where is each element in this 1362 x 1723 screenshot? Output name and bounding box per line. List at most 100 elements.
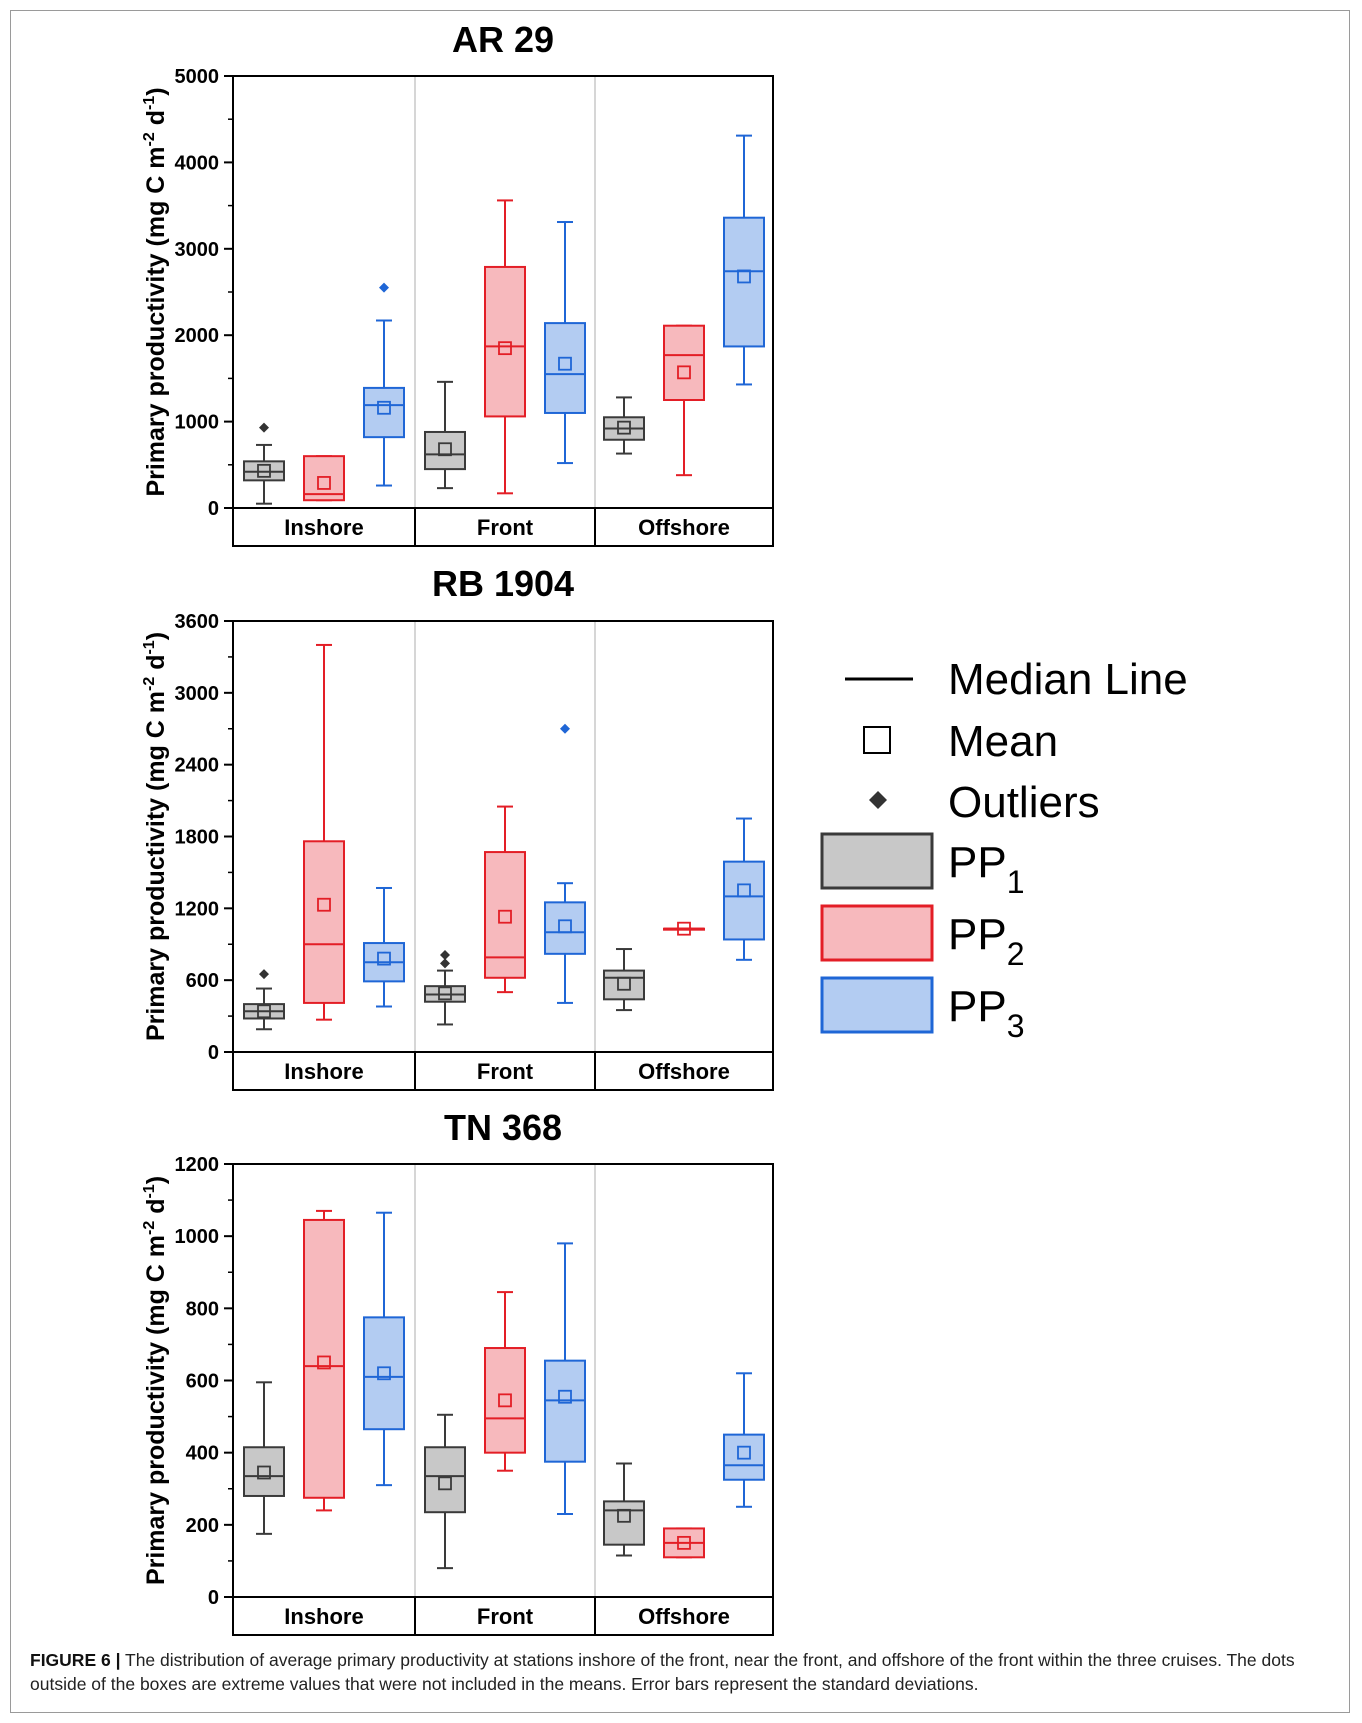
box-pp3-inshore	[363, 282, 405, 487]
iqr-box	[663, 324, 705, 402]
mean-marker	[438, 986, 452, 1001]
box-pp2-front	[484, 199, 526, 495]
iqr-box	[484, 1347, 526, 1454]
y-tick-label: 200	[186, 1515, 219, 1537]
box-pp1-inshore	[243, 969, 285, 1031]
y-tick-label: 1000	[175, 1226, 220, 1248]
iqr-box	[303, 1218, 345, 1499]
box-pp3-front	[544, 723, 586, 1004]
outlier-marker	[259, 422, 269, 433]
mean-marker	[558, 1389, 572, 1404]
y-axis-label-part: d	[142, 1199, 170, 1221]
category-label: Inshore	[284, 1604, 363, 1629]
category-row	[232, 507, 774, 547]
iqr-box	[484, 851, 526, 979]
y-axis-label-part: Primary productivity (mg C m	[142, 691, 170, 1041]
mean-marker	[498, 909, 512, 924]
iqr-box	[603, 1500, 645, 1546]
iqr-box	[424, 1446, 466, 1514]
y-tick-label: 400	[186, 1443, 219, 1465]
mean-marker	[438, 442, 452, 457]
mean-marker	[558, 356, 572, 371]
legend-pp1-label: PP1	[948, 838, 1025, 900]
iqr-box	[424, 430, 466, 471]
mean-marker	[257, 1465, 271, 1480]
legend-pp2-swatch	[820, 904, 934, 962]
box-pp2-front	[484, 1291, 526, 1472]
box-pp3-inshore	[363, 1211, 405, 1487]
y-axis-label: Primary productivity (mg C m-2 d-1)	[141, 87, 170, 496]
panel-title: RB 1904	[432, 563, 574, 604]
mean-marker	[498, 1393, 512, 1408]
box-pp2-offshore	[663, 921, 705, 936]
outlier-marker	[259, 969, 269, 980]
category-label: Front	[477, 515, 534, 540]
mean-marker	[317, 1355, 331, 1370]
y-tick-label: 2400	[175, 755, 220, 777]
y-tick-label: 5000	[175, 66, 220, 88]
legend-median-label: Median Line	[948, 655, 1188, 704]
legend-mean-label: Mean	[948, 717, 1058, 766]
y-tick-label: 600	[186, 970, 219, 992]
box-pp2-inshore	[303, 643, 345, 1021]
mean-marker	[498, 341, 512, 356]
iqr-box	[303, 455, 345, 502]
y-axis-label-part: )	[142, 632, 170, 640]
y-axis-label-part: Primary productivity (mg C m	[142, 146, 170, 496]
box-pp3-offshore	[723, 1372, 765, 1508]
y-tick-label: 800	[186, 1298, 219, 1320]
iqr-box	[723, 1433, 765, 1481]
y-axis-label-part: Primary productivity (mg C m	[142, 1235, 170, 1585]
legend-pp-subscript: 2	[1007, 936, 1025, 972]
mean-marker	[377, 951, 391, 966]
y-tick-label: 1800	[175, 827, 220, 849]
y-axis-label-part: d	[142, 655, 170, 677]
iqr-box	[363, 386, 405, 439]
mean-marker	[617, 1508, 631, 1523]
box-pp2-offshore	[663, 1527, 705, 1559]
box-pp1-offshore	[603, 948, 645, 1012]
box-pp2-inshore	[303, 455, 345, 502]
category-row	[232, 1596, 774, 1636]
box-pp3-offshore	[723, 817, 765, 961]
mean-marker	[317, 476, 331, 490]
y-tick-label: 3000	[175, 239, 220, 261]
legend-pp-subscript: 1	[1007, 864, 1025, 900]
caption-text: The distribution of average primary prod…	[30, 1650, 1295, 1694]
y-axis-label-part: -1	[141, 1184, 158, 1198]
y-tick-label: 0	[208, 1042, 219, 1064]
iqr-box	[363, 1316, 405, 1431]
y-tick-label: 2000	[175, 325, 220, 347]
figure-frame	[10, 10, 1350, 1713]
y-tick-label: 4000	[175, 152, 220, 174]
legend-mean-swatch	[863, 726, 891, 754]
outlier-marker	[440, 950, 450, 961]
legend-pp3-swatch	[820, 976, 934, 1034]
y-axis-label-part: )	[142, 1176, 170, 1184]
iqr-box	[544, 322, 586, 414]
mean-marker	[257, 1004, 271, 1019]
figure-caption: FIGURE 6 | The distribution of average p…	[30, 1648, 1335, 1696]
category-label: Offshore	[638, 1604, 730, 1629]
iqr-box	[603, 969, 645, 1001]
box-pp1-front	[424, 950, 466, 1026]
iqr-box	[723, 860, 765, 941]
mean-marker	[617, 420, 631, 435]
box-pp1-front	[424, 1413, 466, 1570]
category-label: Inshore	[284, 1059, 363, 1084]
y-tick-label: 1200	[175, 1154, 220, 1176]
iqr-box	[303, 840, 345, 1004]
category-row	[232, 1051, 774, 1091]
y-axis-label-part: d	[142, 110, 170, 132]
iqr-box	[243, 1446, 285, 1497]
y-axis-label: Primary productivity (mg C m-2 d-1)	[141, 632, 170, 1041]
mean-marker	[317, 897, 331, 912]
category-label: Front	[477, 1059, 534, 1084]
mean-marker	[377, 1366, 391, 1381]
box-pp2-front	[484, 805, 526, 994]
box-pp1-offshore	[603, 1462, 645, 1557]
box-pp1-front	[424, 380, 466, 490]
